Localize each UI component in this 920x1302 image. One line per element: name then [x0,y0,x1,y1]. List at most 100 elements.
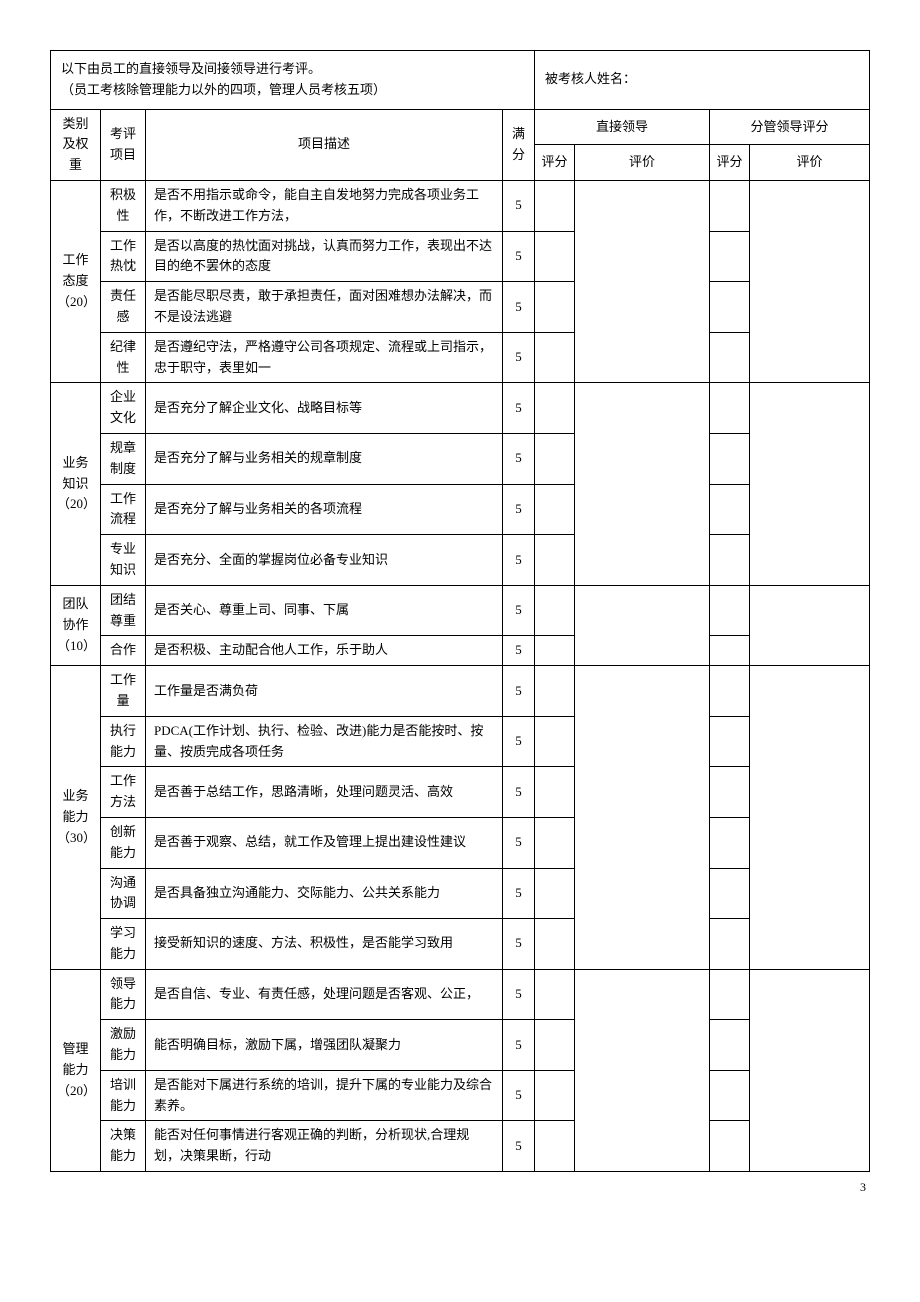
direct-score-cell[interactable] [534,535,574,586]
full-score-cell: 5 [502,231,534,282]
item-cell: 企业文化 [101,383,146,434]
direct-score-cell[interactable] [534,1121,574,1172]
supervisor-eval-cell[interactable] [749,383,869,585]
full-score-cell: 5 [502,868,534,919]
direct-score-cell[interactable] [534,1070,574,1121]
supervisor-score-cell[interactable] [709,180,749,231]
item-cell: 规章制度 [101,433,146,484]
direct-score-cell[interactable] [534,969,574,1020]
supervisor-score-cell[interactable] [709,332,749,383]
direct-score-cell[interactable] [534,919,574,970]
full-score-cell: 5 [502,767,534,818]
desc-cell: 能否明确目标，激励下属，增强团队凝聚力 [146,1020,503,1071]
direct-score-cell[interactable] [534,332,574,383]
col-direct-leader-header: 直接领导 [534,109,709,145]
category-cell: 团队协作（10） [51,585,101,665]
direct-score-cell[interactable] [534,231,574,282]
direct-eval-cell[interactable] [574,969,709,1171]
full-score-cell: 5 [502,383,534,434]
item-cell: 激励能力 [101,1020,146,1071]
supervisor-score-cell[interactable] [709,383,749,434]
direct-score-cell[interactable] [534,484,574,535]
evaluation-table: 以下由员工的直接领导及间接领导进行考评。 （员工考核除管理能力以外的四项，管理人… [50,50,870,1172]
direct-score-cell[interactable] [534,636,574,666]
col-full-header: 满分 [502,109,534,180]
supervisor-score-cell[interactable] [709,868,749,919]
direct-score-cell[interactable] [534,767,574,818]
desc-cell: 是否能对下属进行系统的培训，提升下属的专业能力及综合素养。 [146,1070,503,1121]
direct-score-cell[interactable] [534,180,574,231]
supervisor-score-cell[interactable] [709,484,749,535]
header-right: 被考核人姓名： [534,51,869,110]
supervisor-eval-cell[interactable] [749,585,869,665]
item-cell: 专业知识 [101,535,146,586]
desc-cell: 是否遵纪守法，严格遵守公司各项规定、流程或上司指示，忠于职守，表里如一 [146,332,503,383]
desc-cell: 能否对任何事情进行客观正确的判断，分析现状,合理规划，决策果断，行动 [146,1121,503,1172]
direct-score-cell[interactable] [534,1020,574,1071]
col-desc-header: 项目描述 [146,109,503,180]
item-cell: 合作 [101,636,146,666]
supervisor-score-cell[interactable] [709,716,749,767]
direct-score-cell[interactable] [534,282,574,333]
full-score-cell: 5 [502,1070,534,1121]
supervisor-score-cell[interactable] [709,433,749,484]
item-cell: 培训能力 [101,1070,146,1121]
direct-score-cell[interactable] [534,585,574,636]
desc-cell: 是否充分了解企业文化、战略目标等 [146,383,503,434]
full-score-cell: 5 [502,817,534,868]
supervisor-score-cell[interactable] [709,666,749,717]
supervisor-score-cell[interactable] [709,282,749,333]
full-score-cell: 5 [502,332,534,383]
desc-cell: 是否充分了解与业务相关的规章制度 [146,433,503,484]
direct-score-cell[interactable] [534,666,574,717]
col-supervisor-eval-header: 评价 [749,145,869,181]
table-row: 业务能力（30）工作量工作量是否满负荷5 [51,666,870,717]
item-cell: 工作方法 [101,767,146,818]
table-row: 管理能力（20）领导能力是否自信、专业、有责任感，处理问题是否客观、公正，5 [51,969,870,1020]
direct-score-cell[interactable] [534,817,574,868]
item-cell: 决策能力 [101,1121,146,1172]
supervisor-eval-cell[interactable] [749,969,869,1171]
desc-cell: 是否自信、专业、有责任感，处理问题是否客观、公正， [146,969,503,1020]
supervisor-score-cell[interactable] [709,817,749,868]
category-cell: 管理能力（20） [51,969,101,1171]
item-cell: 责任感 [101,282,146,333]
supervisor-eval-cell[interactable] [749,666,869,970]
desc-cell: 是否不用指示或命令，能自主自发地努力完成各项业务工作，不断改进工作方法， [146,180,503,231]
direct-eval-cell[interactable] [574,180,709,382]
supervisor-score-cell[interactable] [709,1121,749,1172]
desc-cell: 是否能尽职尽责，敢于承担责任，面对困难想办法解决，而不是设法逃避 [146,282,503,333]
table-row: 执行能力PDCA(工作计划、执行、检验、改进)能力是否能按时、按量、按质完成各项… [51,716,870,767]
direct-score-cell[interactable] [534,383,574,434]
supervisor-score-cell[interactable] [709,585,749,636]
page-number: 3 [50,1180,870,1195]
direct-eval-cell[interactable] [574,666,709,970]
desc-cell: 是否具备独立沟通能力、交际能力、公共关系能力 [146,868,503,919]
supervisor-score-cell[interactable] [709,231,749,282]
supervisor-score-cell[interactable] [709,1020,749,1071]
desc-cell: 是否善于总结工作，思路清晰，处理问题灵活、高效 [146,767,503,818]
direct-score-cell[interactable] [534,868,574,919]
desc-cell: 是否关心、尊重上司、同事、下属 [146,585,503,636]
direct-score-cell[interactable] [534,716,574,767]
item-cell: 积极性 [101,180,146,231]
direct-score-cell[interactable] [534,433,574,484]
table-row: 规章制度是否充分了解与业务相关的规章制度5 [51,433,870,484]
supervisor-score-cell[interactable] [709,969,749,1020]
supervisor-score-cell[interactable] [709,636,749,666]
item-cell: 创新能力 [101,817,146,868]
supervisor-score-cell[interactable] [709,535,749,586]
direct-eval-cell[interactable] [574,585,709,665]
table-row: 合作是否积极、主动配合他人工作，乐于助人5 [51,636,870,666]
header-left-line2: （员工考核除管理能力以外的四项，管理人员考核五项） [61,80,524,101]
supervisor-score-cell[interactable] [709,1070,749,1121]
desc-cell: 是否善于观察、总结，就工作及管理上提出建设性建议 [146,817,503,868]
desc-cell: PDCA(工作计划、执行、检验、改进)能力是否能按时、按量、按质完成各项任务 [146,716,503,767]
supervisor-eval-cell[interactable] [749,180,869,382]
full-score-cell: 5 [502,484,534,535]
supervisor-score-cell[interactable] [709,919,749,970]
item-cell: 学习能力 [101,919,146,970]
direct-eval-cell[interactable] [574,383,709,585]
desc-cell: 是否积极、主动配合他人工作，乐于助人 [146,636,503,666]
supervisor-score-cell[interactable] [709,767,749,818]
